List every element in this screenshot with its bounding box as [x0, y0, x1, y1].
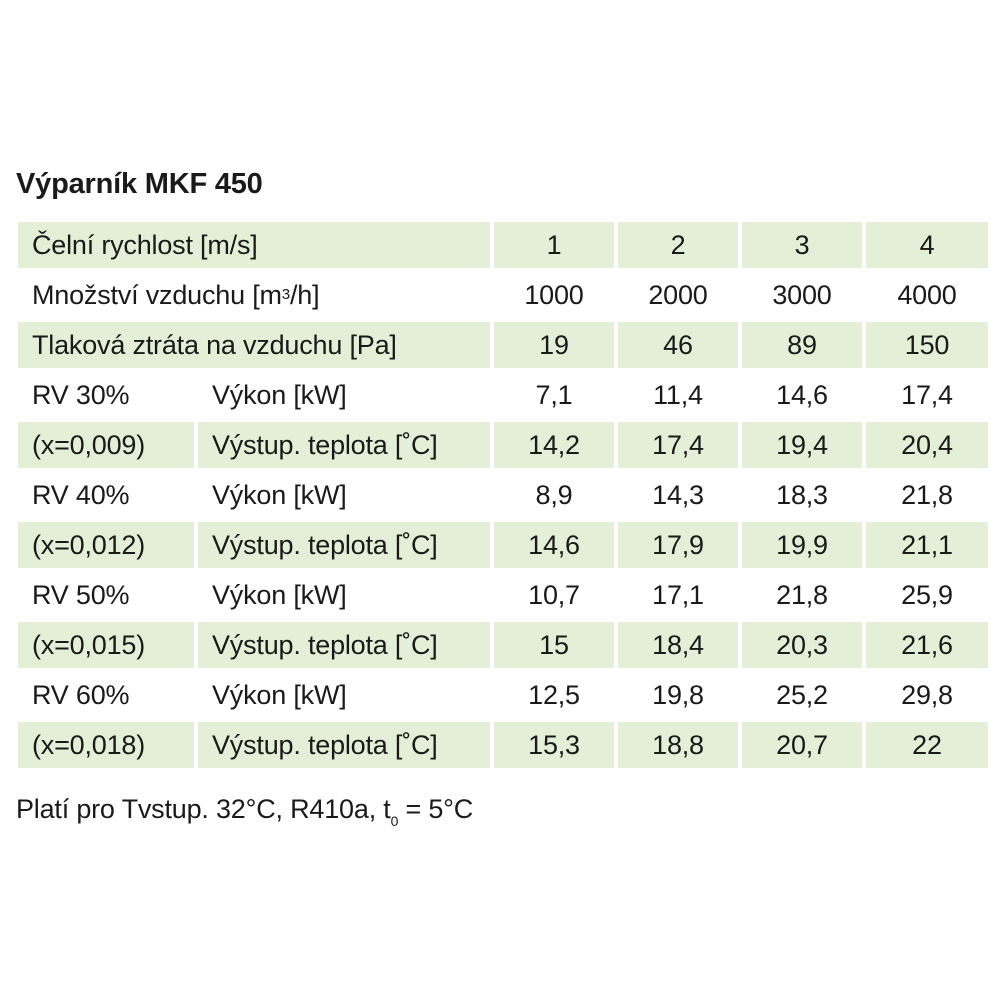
value-cell: 21,8: [901, 479, 953, 510]
value-cell: 3: [742, 222, 862, 268]
param-label: Výkon [kW]: [212, 579, 347, 610]
value-cell: 15,3: [494, 722, 614, 768]
value-cell: 14,3: [652, 479, 704, 510]
value-cell: 7,1: [535, 379, 573, 410]
table-row: RV 60% Výkon [kW] 12,5 19,8 25,2 29,8: [18, 670, 988, 720]
subscript: 0: [390, 813, 399, 829]
value-cell: 18,3: [776, 479, 828, 510]
table-row: (x=0,009) Výstup. teplota [˚C] 14,2 17,4…: [18, 420, 988, 470]
value-cell: 21,8: [776, 579, 828, 610]
table-row: (x=0,015) Výstup. teplota [˚C] 15 18,4 2…: [18, 620, 988, 670]
value-cell: 20,3: [742, 622, 862, 668]
param-label: Výstup. teplota [˚C]: [198, 422, 490, 468]
value-cell: 4000: [897, 279, 957, 310]
value-cell: 20,4: [866, 422, 988, 468]
value-cell: 4: [866, 222, 988, 268]
table-row: (x=0,018) Výstup. teplota [˚C] 15,3 18,8…: [18, 720, 988, 770]
value-cell: 10,7: [528, 579, 580, 610]
param-label: Výstup. teplota [˚C]: [198, 522, 490, 568]
value-cell: 25,2: [776, 679, 828, 710]
group-label: RV 50%: [32, 579, 130, 610]
footnote-text-end: = 5°C: [398, 794, 474, 824]
value-cell: 1: [494, 222, 614, 268]
table-title: Výparník MKF 450: [16, 168, 263, 200]
value-cell: 14,2: [494, 422, 614, 468]
param-label: Výstup. teplota [˚C]: [198, 622, 490, 668]
row-label-text: Množství vzduchu [m: [32, 279, 282, 310]
value-cell: 46: [618, 322, 738, 368]
table-row: RV 50% Výkon [kW] 10,7 17,1 21,8 25,9: [18, 570, 988, 620]
value-cell: 18,4: [618, 622, 738, 668]
value-cell: 12,5: [528, 679, 580, 710]
value-cell: 89: [742, 322, 862, 368]
value-cell: 20,7: [742, 722, 862, 768]
value-cell: 17,1: [652, 579, 704, 610]
value-cell: 18,8: [618, 722, 738, 768]
value-cell: 29,8: [901, 679, 953, 710]
row-label: Čelní rychlost [m/s]: [18, 222, 490, 268]
group-label: RV 30%: [32, 379, 130, 410]
performance-table: Čelní rychlost [m/s] 1 2 3 4 Množství vz…: [18, 220, 988, 770]
value-cell: 21,6: [866, 622, 988, 668]
value-cell: 17,4: [901, 379, 953, 410]
param-label: Výkon [kW]: [212, 379, 347, 410]
table-row: RV 40% Výkon [kW] 8,9 14,3 18,3 21,8: [18, 470, 988, 520]
superscript: 3: [281, 285, 290, 303]
group-label: RV 60%: [32, 679, 130, 710]
row-label: Tlaková ztráta na vzduchu [Pa]: [18, 322, 490, 368]
value-cell: 14,6: [776, 379, 828, 410]
value-cell: 14,6: [494, 522, 614, 568]
group-label: (x=0,015): [18, 622, 194, 668]
footnote: Platí pro Tvstup. 32°C, R410a, t0 = 5°C: [16, 794, 474, 829]
param-label: Výkon [kW]: [212, 679, 347, 710]
value-cell: 22: [866, 722, 988, 768]
table-row-face-velocity: Čelní rychlost [m/s] 1 2 3 4: [18, 220, 988, 270]
param-label: Výkon [kW]: [212, 479, 347, 510]
value-cell: 25,9: [901, 579, 953, 610]
row-label-text-end: /h]: [289, 279, 320, 310]
value-cell: 11,4: [653, 379, 703, 410]
value-cell: 15: [494, 622, 614, 668]
group-label: RV 40%: [32, 479, 130, 510]
value-cell: 2000: [648, 279, 708, 310]
value-cell: 19,4: [742, 422, 862, 468]
value-cell: 17,4: [618, 422, 738, 468]
value-cell: 17,9: [618, 522, 738, 568]
row-label: Množství vzduchu [m 3/h]: [18, 272, 490, 318]
table-row-air-volume: Množství vzduchu [m 3/h] 1000 2000 3000 4…: [18, 270, 988, 320]
value-cell: 1000: [524, 279, 584, 310]
value-cell: 2: [618, 222, 738, 268]
group-label: (x=0,012): [18, 522, 194, 568]
group-label: (x=0,009): [18, 422, 194, 468]
table-row-pressure-drop: Tlaková ztráta na vzduchu [Pa] 19 46 89 …: [18, 320, 988, 370]
group-label: (x=0,018): [18, 722, 194, 768]
table-row: RV 30% Výkon [kW] 7,1 11,4 14,6 17,4: [18, 370, 988, 420]
value-cell: 19,9: [742, 522, 862, 568]
value-cell: 150: [866, 322, 988, 368]
footnote-text: Platí pro Tvstup. 32°C, R410a, t: [16, 794, 391, 824]
table-row: (x=0,012) Výstup. teplota [˚C] 14,6 17,9…: [18, 520, 988, 570]
value-cell: 21,1: [866, 522, 988, 568]
value-cell: 19: [494, 322, 614, 368]
value-cell: 3000: [772, 279, 832, 310]
value-cell: 8,9: [535, 479, 573, 510]
param-label: Výstup. teplota [˚C]: [198, 722, 490, 768]
value-cell: 19,8: [652, 679, 704, 710]
